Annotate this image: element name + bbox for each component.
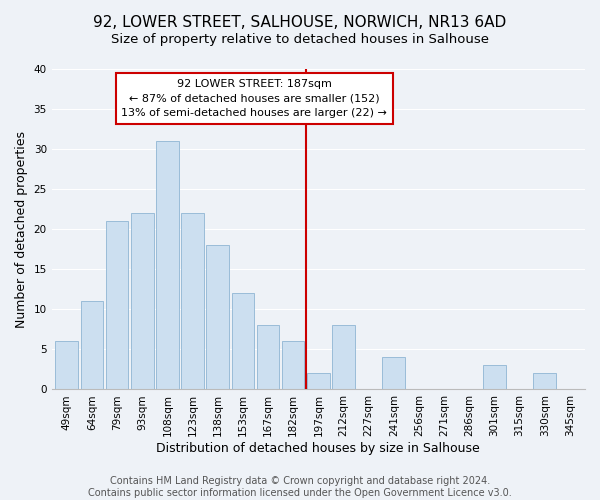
Bar [382, 358, 405, 390]
Y-axis label: Number of detached properties: Number of detached properties [15, 130, 28, 328]
Bar [106, 221, 128, 390]
Bar [232, 294, 254, 390]
Text: Contains HM Land Registry data © Crown copyright and database right 2024.
Contai: Contains HM Land Registry data © Crown c… [88, 476, 512, 498]
Bar [257, 326, 280, 390]
Text: 92, LOWER STREET, SALHOUSE, NORWICH, NR13 6AD: 92, LOWER STREET, SALHOUSE, NORWICH, NR1… [94, 15, 506, 30]
Bar [131, 213, 154, 390]
Bar [156, 141, 179, 390]
Bar [332, 326, 355, 390]
X-axis label: Distribution of detached houses by size in Salhouse: Distribution of detached houses by size … [157, 442, 480, 455]
Text: 92 LOWER STREET: 187sqm
← 87% of detached houses are smaller (152)
13% of semi-d: 92 LOWER STREET: 187sqm ← 87% of detache… [121, 78, 387, 118]
Bar [282, 342, 304, 390]
Bar [307, 374, 329, 390]
Bar [55, 342, 78, 390]
Text: Size of property relative to detached houses in Salhouse: Size of property relative to detached ho… [111, 32, 489, 46]
Bar [483, 366, 506, 390]
Bar [80, 302, 103, 390]
Bar [533, 374, 556, 390]
Bar [181, 213, 204, 390]
Bar [206, 246, 229, 390]
